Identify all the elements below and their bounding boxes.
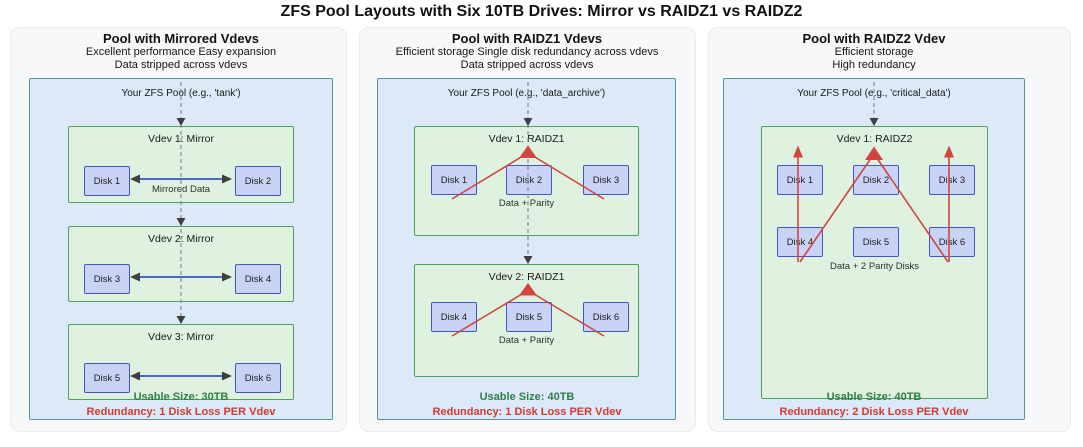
panel-raidz2-subtitle2: High redundancy xyxy=(832,59,916,71)
vdev-box-mirror-1: Vdev 1: Mirror Disk 1 Disk 2 Mirrored Da… xyxy=(68,126,294,203)
vdev-box-raidz1-1: Vdev 1: RAIDZ1 Disk 1 Disk 2 Disk 3 Data… xyxy=(414,126,639,236)
vdev-label: Vdev 1: RAIDZ2 xyxy=(836,133,913,145)
disk-box: Disk 1 xyxy=(431,165,477,195)
vdev-note: Data + 2 Parity Disks xyxy=(830,261,919,272)
panel-raidz1-header: Pool with RAIDZ1 Vdevs xyxy=(451,31,603,46)
panel-mirror-subtitle1: Excellent performance Easy expansion xyxy=(85,46,277,58)
pool-box-mirror: Your ZFS Pool (e.g., 'tank') Vdev 1: Mir… xyxy=(29,78,333,420)
usable-size-label: Usable Size: 30TB xyxy=(133,391,229,403)
panel-raidz2-subtitle1: Efficient storage xyxy=(834,46,914,58)
usable-size-label: Usable Size: 40TB xyxy=(479,391,575,403)
vdev-box-raidz2-1: Vdev 1: RAIDZ2 Disk 1 Disk 2 Disk 3 Disk… xyxy=(761,126,988,399)
vdev-label: Vdev 1: RAIDZ1 xyxy=(488,133,565,145)
pool-box-raidz1: Your ZFS Pool (e.g., 'data_archive') Vde… xyxy=(377,78,676,420)
disk-box: Disk 3 xyxy=(583,165,629,195)
vdev-label: Vdev 3: Mirror xyxy=(148,331,214,343)
vdev-label: Vdev 1: Mirror xyxy=(148,133,214,145)
vdev-label: Vdev 2: Mirror xyxy=(148,233,214,245)
panel-raidz2-header: Pool with RAIDZ2 Vdev xyxy=(802,31,946,46)
diagram-title: ZFS Pool Layouts with Six 10TB Drives: M… xyxy=(280,3,803,20)
disk-box: Disk 2 xyxy=(235,166,281,196)
disk-box: Disk 6 xyxy=(235,363,281,393)
disk-box: Disk 1 xyxy=(777,165,823,195)
panel-raidz1-subtitle1: Efficient storage Single disk redundancy… xyxy=(395,46,659,58)
panel-mirror-subtitle2: Data stripped across vdevs xyxy=(114,59,248,71)
disk-box: Disk 2 xyxy=(506,165,552,195)
vdev-box-mirror-2: Vdev 2: Mirror Disk 3 Disk 4 xyxy=(68,226,294,302)
disk-box: Disk 5 xyxy=(506,302,552,332)
disk-box: Disk 5 xyxy=(853,227,899,257)
disk-box: Disk 1 xyxy=(84,166,130,196)
vdev-box-mirror-3: Vdev 3: Mirror Disk 5 Disk 6 xyxy=(68,324,294,400)
panel-raidz1-subtitle2: Data stripped across vdevs xyxy=(460,59,594,71)
pool-box-raidz2: Your ZFS Pool (e.g., 'critical_data') Vd… xyxy=(723,78,1025,420)
disk-box: Disk 4 xyxy=(431,302,477,332)
vdev-note: Data + Parity xyxy=(498,198,555,209)
redundancy-label: Redundancy: 1 Disk Loss PER Vdev xyxy=(432,406,622,418)
disk-box: Disk 3 xyxy=(929,165,975,195)
disk-box: Disk 4 xyxy=(235,264,281,294)
usable-size-label: Usable Size: 40TB xyxy=(826,391,922,403)
disk-box: Disk 6 xyxy=(583,302,629,332)
vdev-note: Data + Parity xyxy=(498,335,555,346)
disk-box: Disk 3 xyxy=(84,264,130,294)
pool-label-raidz1: Your ZFS Pool (e.g., 'data_archive') xyxy=(447,88,606,99)
disk-box: Disk 4 xyxy=(777,227,823,257)
vdev-label: Vdev 2: RAIDZ1 xyxy=(488,271,565,283)
disk-box: Disk 5 xyxy=(84,363,130,393)
panel-mirror-header: Pool with Mirrored Vdevs xyxy=(102,31,260,46)
pool-label-raidz2: Your ZFS Pool (e.g., 'critical_data') xyxy=(797,88,951,99)
redundancy-label: Redundancy: 1 Disk Loss PER Vdev xyxy=(86,406,276,418)
disk-box: Disk 6 xyxy=(929,227,975,257)
redundancy-label: Redundancy: 2 Disk Loss PER Vdev xyxy=(779,406,969,418)
pool-label-mirror: Your ZFS Pool (e.g., 'tank') xyxy=(121,88,241,99)
vdev-note: Mirrored Data xyxy=(151,184,211,195)
disk-box: Disk 2 xyxy=(853,165,899,195)
vdev-box-raidz1-2: Vdev 2: RAIDZ1 Disk 4 Disk 5 Disk 6 Data… xyxy=(414,264,639,377)
